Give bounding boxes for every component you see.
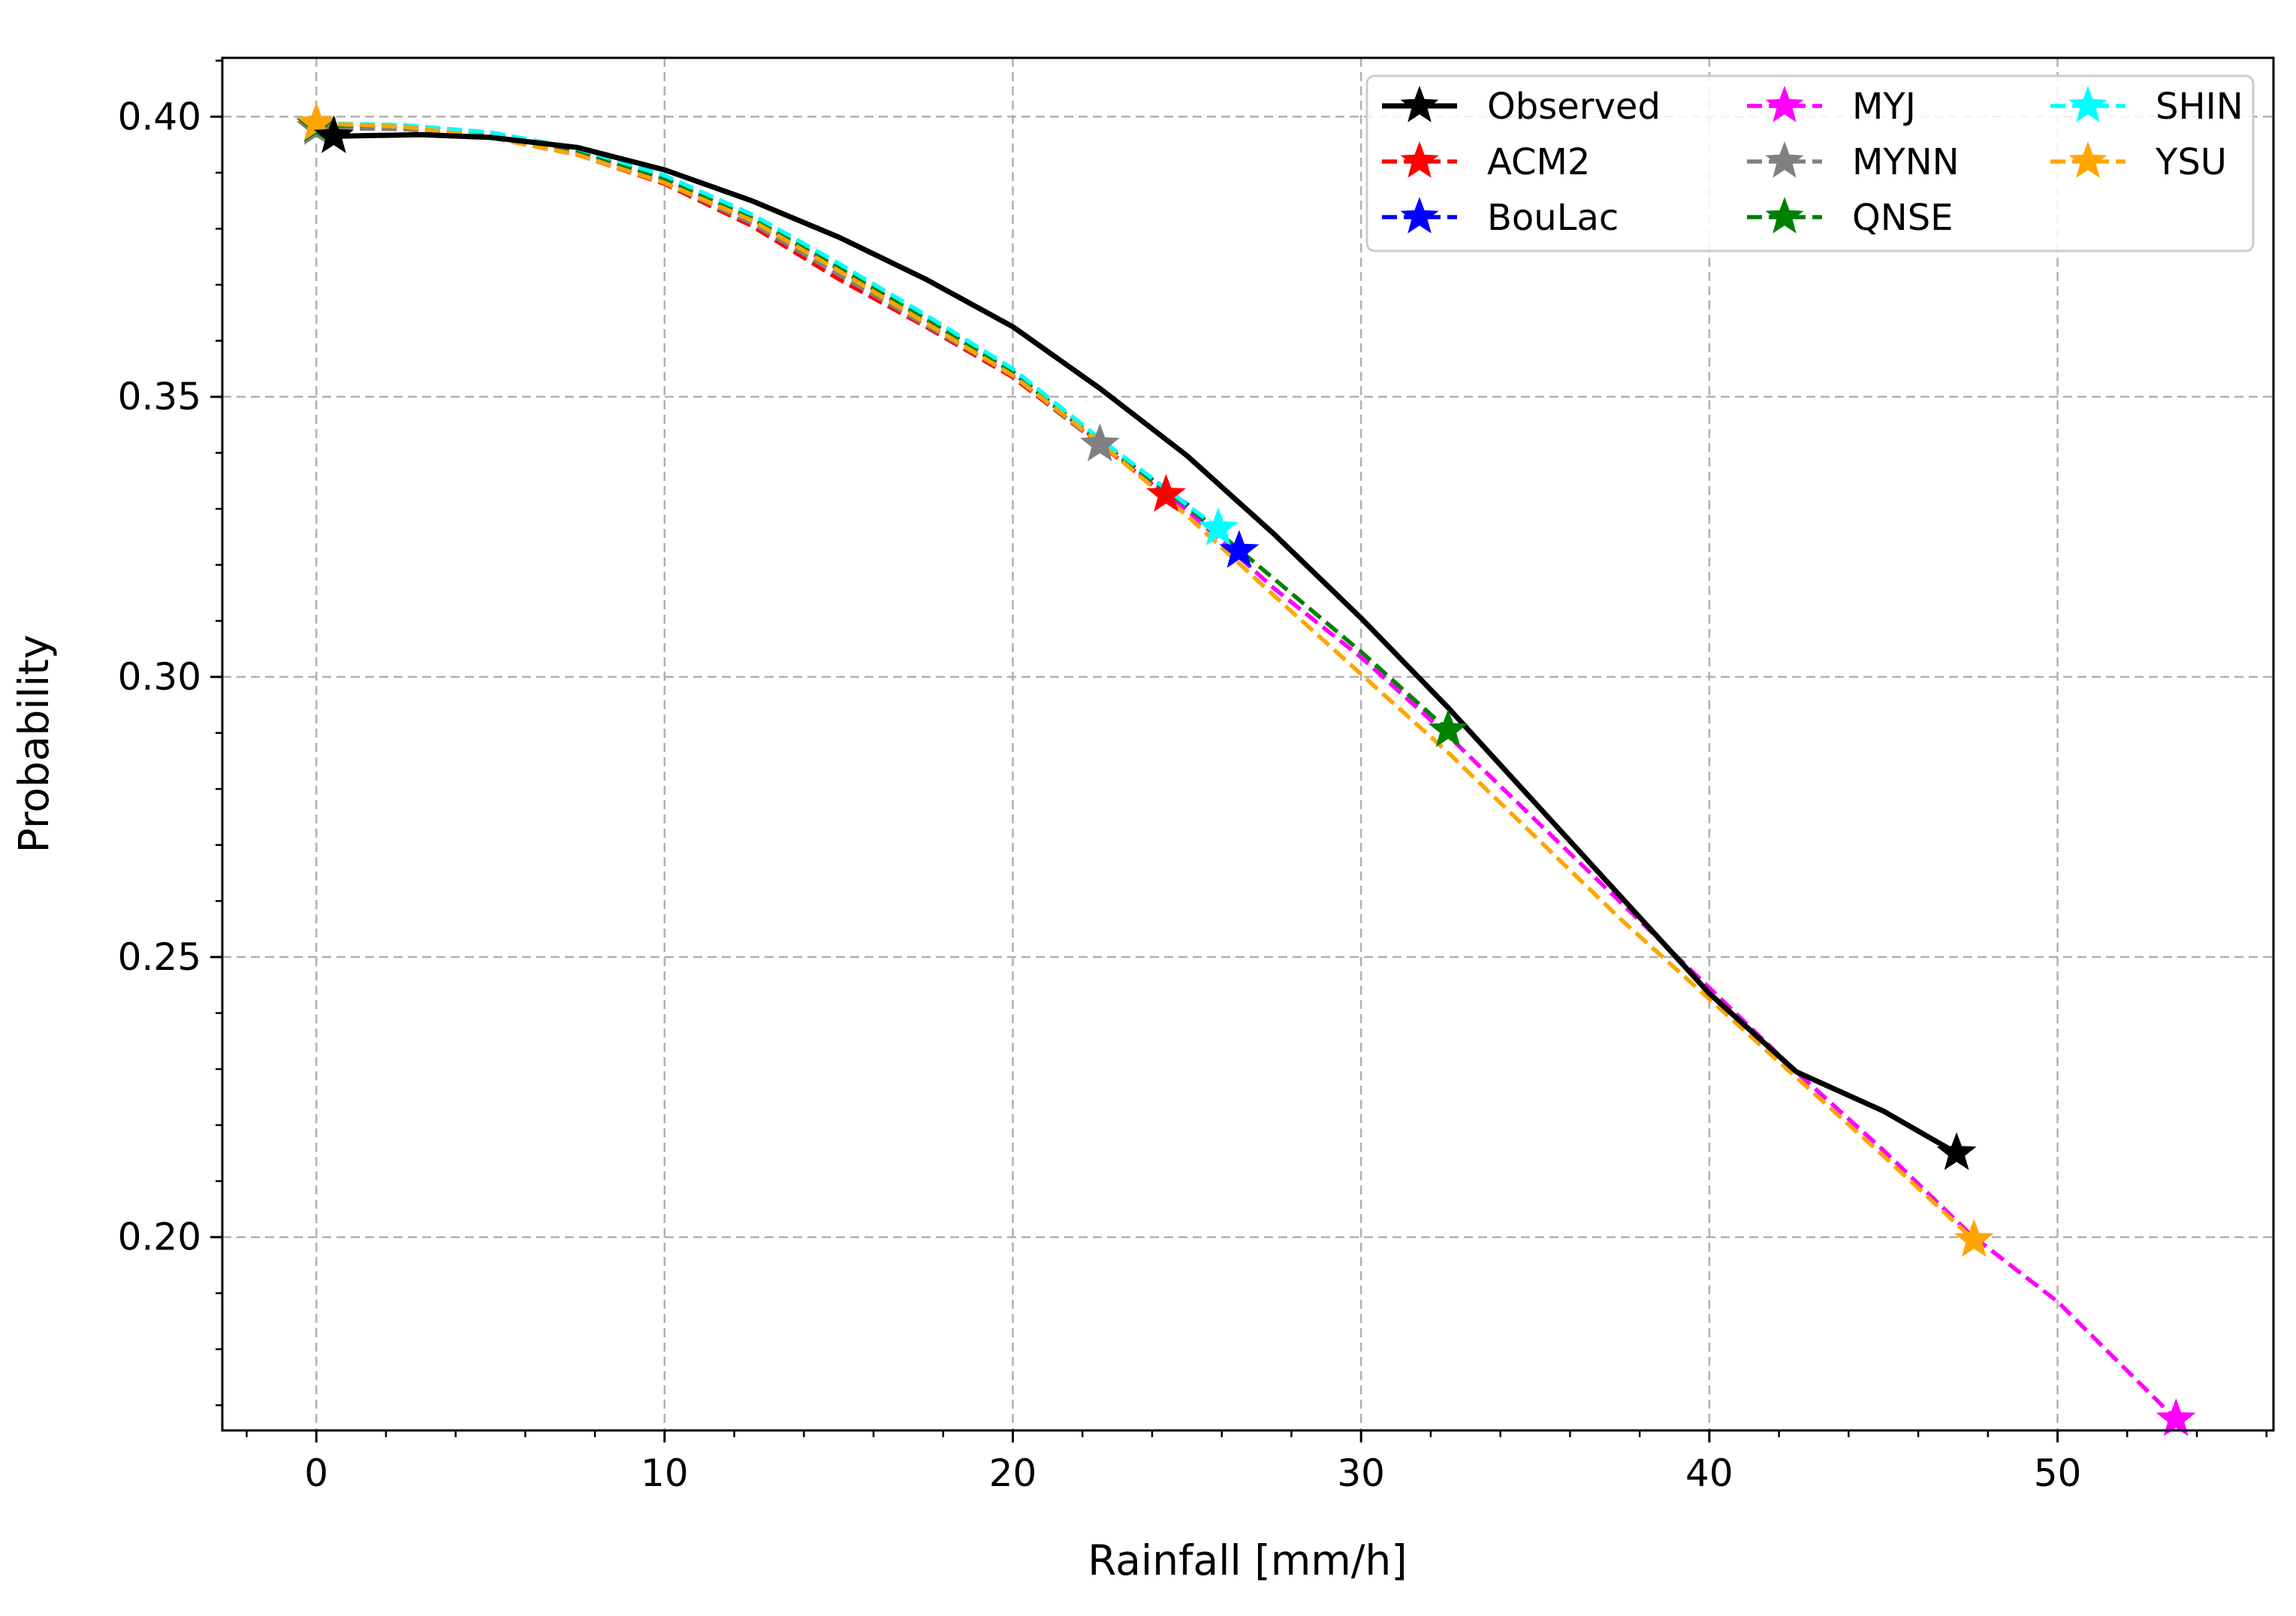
series-line-ysu xyxy=(316,121,1976,1242)
series-marker-boulac xyxy=(1219,530,1260,568)
legend-marker-qnse xyxy=(1765,197,1804,234)
legend-label-shin: SHIN xyxy=(2156,86,2243,128)
series-marker-myj xyxy=(2156,1398,2196,1436)
series-line-observed xyxy=(333,131,1958,1155)
legend-marker-mynn xyxy=(1765,141,1804,178)
legend-marker-acm2 xyxy=(1400,141,1439,178)
legend-entries: Observed ACM2 BouLac MYJ MYNN QNSE SHIN YSU xyxy=(1382,86,2243,239)
legend-label-observed: Observed xyxy=(1487,86,1661,128)
legend-label-myj: MYJ xyxy=(1852,86,1916,128)
legend-marker-boulac xyxy=(1400,197,1439,234)
legend-marker-ysu xyxy=(2068,141,2107,178)
legend-label-ysu: YSU xyxy=(2155,141,2227,183)
y-tick-label: 0.30 xyxy=(118,655,201,699)
marker-layer xyxy=(296,102,2196,1436)
series-marker-qnse xyxy=(1428,709,1468,748)
y-tick-label: 0.20 xyxy=(118,1216,201,1259)
x-axis-label: Rainfall [mm/h] xyxy=(1088,1536,1407,1584)
x-tick-label: 0 xyxy=(304,1451,328,1495)
series-marker-acm2 xyxy=(1146,473,1187,512)
y-axis-label: Probability xyxy=(10,635,58,853)
legend-label-qnse: QNSE xyxy=(1852,197,1953,239)
x-tick-label: 30 xyxy=(1337,1451,1385,1495)
x-tick-label: 10 xyxy=(641,1451,689,1495)
legend-marker-shin xyxy=(2068,86,2107,122)
series-layer xyxy=(316,121,2178,1421)
legend-box xyxy=(1365,74,2255,252)
y-tick-label: 0.40 xyxy=(118,95,201,138)
plot-frame xyxy=(221,56,2275,1432)
y-tick-label: 0.25 xyxy=(118,935,201,979)
series-marker-ysu xyxy=(1954,1219,1994,1258)
series-marker-observed xyxy=(313,115,354,153)
series-line-qnse xyxy=(316,122,1450,732)
legend-marker-myj xyxy=(1765,86,1804,122)
legend-label-acm2: ACM2 xyxy=(1487,141,1590,183)
x-tick-label: 40 xyxy=(1685,1451,1733,1495)
x-tick-label: 20 xyxy=(989,1451,1037,1495)
ticks: 0 10 20 30 40 50 0.20 0.25 0.30 0.35 0.40 xyxy=(118,95,2082,1495)
y-tick-label: 0.35 xyxy=(118,375,201,418)
legend-marker-observed xyxy=(1400,86,1439,122)
legend-label-mynn: MYNN xyxy=(1852,141,1960,183)
legend: Observed ACM2 BouLac MYJ MYNN QNSE SHIN YSU xyxy=(1365,74,2255,252)
grid xyxy=(222,58,2273,1430)
legend-label-boulac: BouLac xyxy=(1487,197,1619,239)
series-marker-mynn xyxy=(1079,423,1120,462)
series-line-shin xyxy=(316,121,1220,530)
x-tick-label: 50 xyxy=(2034,1451,2082,1495)
series-marker-shin xyxy=(1198,507,1239,545)
series-marker-observed xyxy=(1936,1132,1977,1170)
